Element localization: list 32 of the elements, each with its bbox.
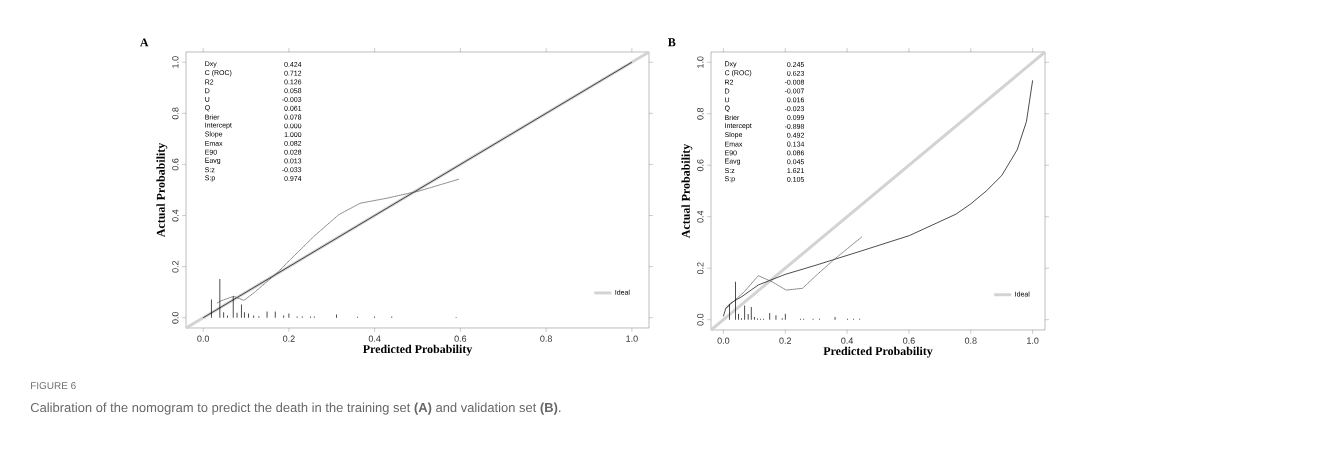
y-tick-label: 0.6 <box>172 158 179 171</box>
y-tick-label: 1.0 <box>697 56 704 68</box>
x-tick-label: 0.6 <box>903 337 915 344</box>
y-tick-label: 0.4 <box>172 209 179 222</box>
y-tick-label: 0.6 <box>697 159 704 172</box>
y-tick-label: 0.4 <box>697 210 704 223</box>
x-tick-label: 0.0 <box>717 337 730 344</box>
text: FIGURE 6 <box>31 382 76 390</box>
chart-title: B <box>668 38 676 47</box>
y-tick-label: 0.0 <box>172 311 179 324</box>
y-tick-label: 0.0 <box>697 313 704 326</box>
x-tick-label: 0.4 <box>368 335 381 342</box>
x-axis-title: Predicted Probability <box>362 344 473 356</box>
x-tick-label: 0.8 <box>964 337 977 344</box>
chart-title: A <box>140 38 149 47</box>
y-tick-label: 0.2 <box>697 262 704 275</box>
y-tick-label: 0.8 <box>697 107 704 120</box>
text: Calibration of the nomogram to predict the death in the training set (A) and validation set (B). <box>30 402 561 415</box>
x-tick-label: 1.0 <box>626 335 638 342</box>
y-tick-label: 1.0 <box>172 56 179 68</box>
x-tick-label: 1.0 <box>1027 337 1039 344</box>
y-tick-label: 0.8 <box>172 107 179 120</box>
y-tick-label: 0.2 <box>172 260 179 273</box>
x-tick-label: 0.2 <box>283 335 295 342</box>
y-axis-title: Actual Probability <box>681 143 693 239</box>
x-tick-label: 0.4 <box>841 337 854 344</box>
x-axis-title: Predicted Probability <box>823 346 933 358</box>
x-tick-label: 0.0 <box>197 335 210 342</box>
x-tick-label: 0.2 <box>779 337 792 344</box>
y-axis-title: Actual Probability <box>156 142 168 238</box>
x-tick-label: 0.6 <box>454 335 467 342</box>
x-tick-label: 0.8 <box>540 335 552 342</box>
